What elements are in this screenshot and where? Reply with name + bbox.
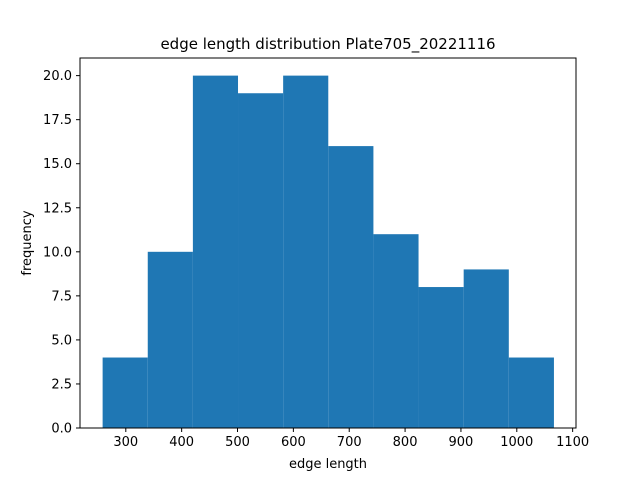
- x-tick-label: 800: [393, 435, 418, 450]
- y-tick-label: 2.5: [51, 377, 72, 392]
- plot-frame: [79, 57, 577, 429]
- histogram-bar: [147, 251, 193, 428]
- x-tick-label: 600: [281, 435, 306, 450]
- histogram-bar: [328, 146, 374, 428]
- x-tick-label: 500: [225, 435, 250, 450]
- histogram-bar: [102, 357, 148, 428]
- y-tick-label: 10.0: [43, 245, 72, 260]
- y-tick-label: 5.0: [51, 333, 72, 348]
- y-axis-label: frequency: [20, 210, 35, 276]
- histogram-bar: [192, 75, 239, 428]
- histogram-bar: [373, 234, 419, 428]
- y-axis-ticks: 0.0 2.5 5.0 7.5 10.0 12.5 15.0 17.5 20.0: [43, 69, 80, 437]
- y-tick-label: 15.0: [43, 157, 72, 172]
- y-tick-label: 12.5: [43, 201, 72, 216]
- y-tick-label: 20.0: [43, 69, 72, 84]
- y-tick-label: 17.5: [43, 113, 72, 128]
- histogram-bar: [418, 287, 464, 428]
- x-tick-label: 1000: [500, 435, 533, 450]
- histogram-bar: [283, 75, 329, 428]
- y-tick-label: 7.5: [51, 289, 72, 304]
- x-tick-label: 300: [113, 435, 138, 450]
- x-tick-label: 700: [337, 435, 362, 450]
- bars-group: [102, 75, 554, 428]
- x-tick-label: 400: [169, 435, 194, 450]
- x-axis-label: edge length: [289, 457, 367, 472]
- histogram-bar: [238, 93, 284, 428]
- histogram-bar: [463, 269, 509, 428]
- histogram-bar: [508, 357, 554, 428]
- chart-title: edge length distribution Plate705_202211…: [160, 35, 495, 54]
- x-tick-label: 1100: [556, 435, 589, 450]
- y-tick-label: 0.0: [51, 422, 72, 437]
- x-tick-label: 900: [449, 435, 474, 450]
- x-axis-ticks: 300 400 500 600 700 800 900 1000 1100: [113, 428, 589, 450]
